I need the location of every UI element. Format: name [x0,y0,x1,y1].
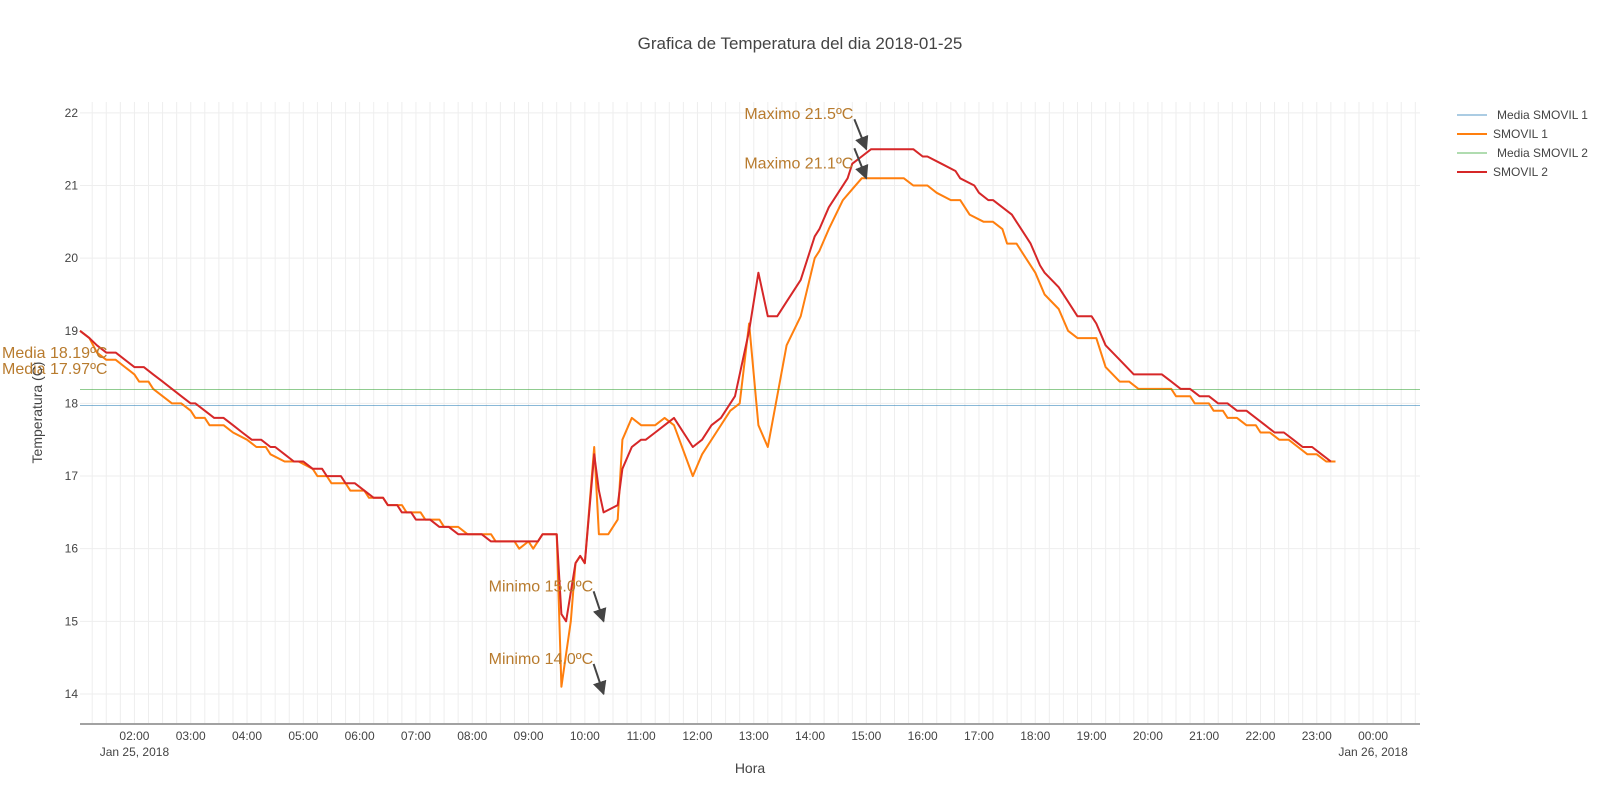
legend-item[interactable]: SMOVIL 2 [1457,165,1548,179]
y-tick-label: 18 [65,396,79,410]
annotation-label: Minimo 15.0ºC [489,578,594,595]
x-tick-label: 00:00 [1358,729,1388,743]
annotation-label: Media 17.97ºC [2,361,107,378]
x-tick-label: 12:00 [682,729,712,743]
x-tick-label: 16:00 [908,729,938,743]
y-tick-label: 21 [65,179,79,193]
series-line-smovil-1 [79,177,1336,688]
x-tick-label: 03:00 [176,729,206,743]
legend-item[interactable]: Media SMOVIL 2 [1457,146,1588,160]
x-tick-label: 20:00 [1133,729,1163,743]
x-tick-label: 08:00 [457,729,487,743]
x-tick-label: 15:00 [851,729,881,743]
series-group [79,148,1420,688]
x-tick-label: 02:00 [119,729,149,743]
y-tick-label: 19 [65,324,79,338]
annotation-arrow [853,147,869,180]
x-tick-label: 10:00 [570,729,600,743]
grid [80,102,1420,723]
x-tick-label: 04:00 [232,729,262,743]
annotation-arrow [592,663,607,696]
annotation-label: Maximo 21.5ºC [744,106,853,123]
legend-label: Media SMOVIL 1 [1497,108,1588,122]
legend-label: SMOVIL 1 [1493,127,1548,141]
annotation-arrow [853,118,869,151]
x-tick-label: 23:00 [1302,729,1332,743]
annotation-label: Minimo 14.0ºC [489,651,594,668]
y-tick-label: 14 [65,687,79,701]
x-tick-label: 14:00 [795,729,825,743]
y-tick-label: 22 [65,106,79,120]
x-tick-label: 17:00 [964,729,994,743]
x-tick-label: 11:00 [627,729,656,743]
x-tick-sublabel: Jan 26, 2018 [1338,745,1408,759]
y-tick-label: 20 [65,251,79,265]
annotation-arrow [592,590,607,623]
x-tick-label: 06:00 [345,729,375,743]
legend[interactable]: Media SMOVIL 1 SMOVIL 1 Media SMOVIL 2 SMOV… [1457,108,1588,179]
x-tick-label: 07:00 [401,729,431,743]
x-tick-label: 18:00 [1020,729,1050,743]
y-tick-label: 15 [65,614,79,628]
y-axis-title: Temperatura (C) [29,362,45,464]
x-tick-label: 22:00 [1245,729,1275,743]
legend-item[interactable]: Media SMOVIL 1 [1457,108,1588,122]
annotations: Maximo 21.5ºC Maximo 21.1ºC Minimo 15.0ºC M… [2,106,869,696]
y-tick-label: 16 [65,542,79,556]
annotation-label: Maximo 21.1ºC [744,155,853,172]
y-tick-label: 17 [65,469,79,483]
x-tick-label: 13:00 [739,729,769,743]
legend-item[interactable]: SMOVIL 1 [1457,127,1548,141]
chart-title: Grafica de Temperatura del dia 2018-01-2… [637,34,963,53]
x-tick-label: 21:00 [1189,729,1219,743]
x-tick-label: 19:00 [1077,729,1107,743]
legend-label: SMOVIL 2 [1493,165,1548,179]
x-tick-label: 05:00 [288,729,318,743]
axes: 14 15 16 17 18 19 20 21 22 02:00 Jan 25, 2018 03:00… [65,106,1420,759]
series-line-smovil-2 [79,148,1332,623]
legend-label: Media SMOVIL 2 [1497,146,1588,160]
annotation-label: Media 18.19ºC [2,345,107,362]
x-axis-title: Hora [735,760,766,776]
x-tick-sublabel: Jan 25, 2018 [100,745,170,759]
x-tick-label: 09:00 [514,729,544,743]
